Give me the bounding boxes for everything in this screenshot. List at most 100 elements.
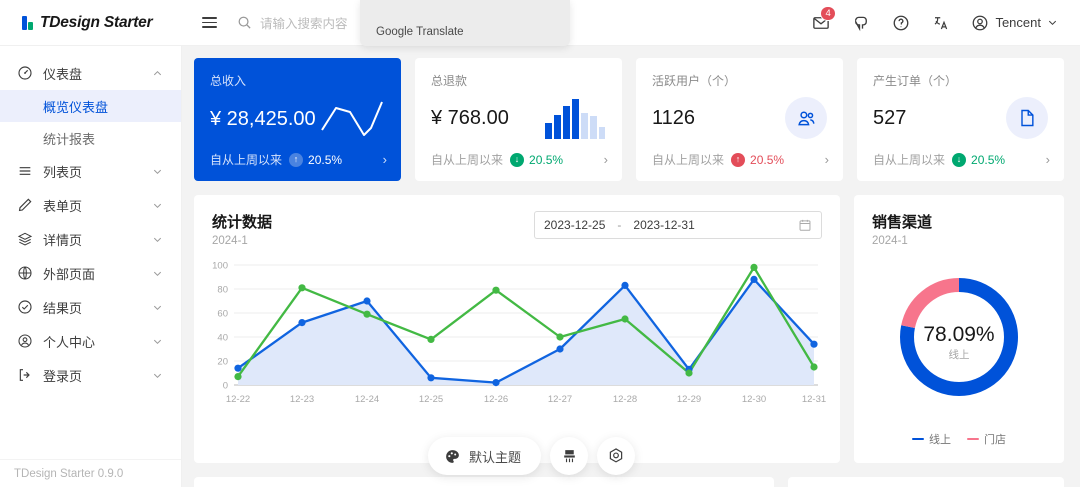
svg-text:60: 60 — [217, 309, 228, 320]
date-range-end: 2023-12-31 — [633, 218, 695, 232]
panel-subtitle: 2024-1 — [212, 235, 248, 247]
sidebar-subitem-label: 概览仪表盘 — [43, 99, 109, 115]
sidebar-subitem-overview[interactable]: 概览仪表盘 — [0, 90, 181, 122]
translate-icon[interactable] — [931, 13, 951, 33]
chart-series-green — [237, 266, 815, 378]
stat-card-total-refund[interactable]: 总退款 ¥ 768.00 自从上周以来 — [415, 58, 622, 181]
stat-card-active-users[interactable]: 活跃用户（个） 1126 自从上周以来 ↑ — [636, 58, 843, 181]
brush-button[interactable] — [550, 437, 589, 475]
trend-up-icon: ↑ — [731, 152, 746, 167]
brand-logo-area[interactable]: TDesign Starter — [0, 14, 190, 32]
stat-card-footer: 自从上周以来 ↑ 20.5% › — [652, 151, 829, 168]
sparkline-chart — [321, 101, 383, 136]
stat-card-arrow-icon[interactable]: › — [1045, 152, 1050, 167]
svg-text:12-27: 12-27 — [548, 394, 572, 405]
svg-text:100: 100 — [212, 261, 228, 272]
help-icon[interactable] — [891, 13, 911, 33]
sales-legend: 线上 门店 — [872, 431, 1046, 463]
svg-text:12-31: 12-31 — [802, 394, 826, 405]
legend-label: 门店 — [984, 434, 1006, 446]
google-translate-popup[interactable]: Google Translate — [360, 0, 570, 46]
statistics-panel-header: 统计数据 2024-1 2023-12-25 - 2023-12-31 — [212, 211, 822, 247]
tdesign-logo-icon — [22, 15, 33, 30]
statistics-panel-titles: 统计数据 2024-1 — [212, 211, 272, 247]
legend-item-online[interactable]: 线上 — [912, 431, 951, 447]
chart-y-ticks: 100 80 60 40 20 0 — [212, 261, 228, 392]
stat-card-arrow-icon[interactable]: › — [382, 152, 387, 167]
statistics-panel: 统计数据 2024-1 2023-12-25 - 2023-12-31 — [194, 195, 840, 463]
theme-label: 默认主题 — [469, 449, 522, 465]
stat-card-value: ¥ 28,425.00 — [210, 107, 316, 130]
sidebar-item-label: 登录页 — [43, 368, 83, 384]
bottom-card-right[interactable] — [788, 477, 1064, 487]
search-input[interactable]: 请输入搜索内容 — [237, 13, 348, 32]
stat-card-arrow-icon[interactable]: › — [824, 152, 829, 167]
trend-down-icon: ↓ — [510, 152, 525, 167]
sales-donut-chart: 78.09% 线上 — [872, 243, 1046, 431]
stat-card-arrow-icon[interactable]: › — [603, 152, 608, 167]
sidebar-item-login[interactable]: 登录页 — [0, 358, 181, 392]
panel-title: 统计数据 — [212, 214, 273, 231]
stat-card-footer: 自从上周以来 ↑ 20.5% › — [210, 151, 387, 168]
search-placeholder: 请输入搜索内容 — [260, 17, 348, 31]
chevron-down-icon — [151, 166, 163, 177]
sidebar-item-label: 仪表盘 — [43, 66, 83, 82]
avatar-icon — [973, 15, 988, 30]
sidebar-item-external[interactable]: 外部页面 — [0, 256, 181, 290]
panel-subtitle: 2024-1 — [872, 235, 908, 247]
stat-card-orders[interactable]: 产生订单（个） 527 自从上周以来 ↓ 20.5% › — [857, 58, 1064, 181]
statistics-line-chart: 100 80 60 40 20 0 12-22 12-23 12-24 12-25 12-26… — [202, 257, 826, 417]
legend-item-store[interactable]: 门店 — [967, 431, 1006, 447]
user-name: Tencent — [995, 15, 1041, 30]
legend-swatch-store — [967, 437, 979, 441]
stat-card-title: 产生订单（个） — [873, 74, 958, 88]
stat-card-value: ¥ 768.00 — [431, 106, 509, 129]
sidebar-item-label: 详情页 — [43, 232, 83, 248]
sidebar-item-result[interactable]: 结果页 — [0, 290, 181, 324]
mail-badge: 4 — [820, 5, 836, 21]
user-circle-icon — [16, 333, 33, 350]
stat-card-total-revenue[interactable]: 总收入 ¥ 28,425.00 自从上周以来 ↑ 20.5% › — [194, 58, 401, 181]
donut-slice-store — [900, 278, 1018, 396]
stat-card-since: 自从上周以来 — [431, 153, 504, 167]
mail-icon[interactable]: 4 — [811, 5, 836, 33]
panel-title: 销售渠道 — [872, 214, 933, 231]
mini-bar-chart — [545, 99, 605, 139]
github-icon[interactable] — [851, 13, 871, 33]
sidebar-item-detail[interactable]: 详情页 — [0, 222, 181, 256]
menu-toggle-icon[interactable] — [198, 13, 221, 32]
sidebar-item-dashboard[interactable]: 仪表盘 — [0, 56, 181, 90]
header-right-controls: 4 — [811, 5, 1080, 33]
calendar-icon — [799, 219, 811, 231]
date-range-start: 2023-12-25 — [544, 218, 606, 232]
svg-text:40: 40 — [217, 333, 228, 344]
svg-text:12-23: 12-23 — [290, 394, 314, 405]
file-icon — [1021, 109, 1034, 127]
legend-swatch-online — [912, 437, 924, 441]
stat-card-since: 自从上周以来 — [873, 153, 946, 167]
donut-center-value: 78.09% — [923, 323, 994, 346]
donut-svg: 78.09% 线上 — [900, 278, 1018, 396]
svg-text:12-26: 12-26 — [484, 394, 508, 405]
user-menu[interactable]: Tencent — [971, 14, 1058, 32]
theme-selector-button[interactable]: 默认主题 — [428, 437, 542, 475]
sidebar-item-label: 表单页 — [43, 198, 83, 214]
chart-series-blue — [237, 278, 815, 384]
edit-icon — [16, 197, 33, 214]
sidebar-version: TDesign Starter 0.9.0 — [0, 459, 181, 487]
sidebar-item-form[interactable]: 表单页 — [0, 188, 181, 222]
chart-x-ticks: 12-22 12-23 12-24 12-25 12-26 12-27 12-28 12-… — [226, 394, 826, 405]
stat-card-delta: 20.5% — [750, 152, 785, 167]
chevron-down-icon — [151, 370, 163, 381]
sidebar-item-label: 列表页 — [43, 164, 83, 180]
date-range-picker[interactable]: 2023-12-25 - 2023-12-31 — [534, 211, 822, 239]
trend-flat-icon: ↑ — [289, 152, 304, 167]
chart-area-fill — [238, 279, 814, 385]
stat-card-title: 总收入 — [210, 74, 247, 88]
settings-button[interactable] — [597, 437, 636, 475]
sidebar-item-profile[interactable]: 个人中心 — [0, 324, 181, 358]
sidebar-subitem-report[interactable]: 统计报表 — [0, 122, 181, 154]
bottom-card-left[interactable] — [194, 477, 774, 487]
sidebar-item-list[interactable]: 列表页 — [0, 154, 181, 188]
